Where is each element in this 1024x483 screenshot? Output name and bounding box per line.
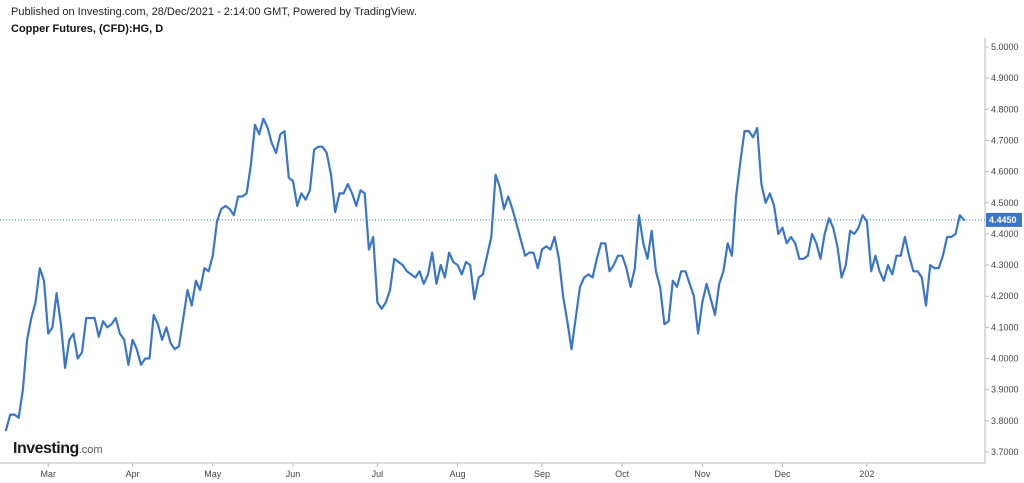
y-tick-label: 5.0000	[991, 42, 1019, 52]
x-tick-label: Sep	[534, 469, 550, 479]
investing-logo: Investing.com	[13, 440, 103, 458]
y-tick-label: 4.8000	[991, 104, 1019, 114]
y-tick-label: 4.6000	[991, 167, 1019, 177]
x-tick-label: Oct	[615, 469, 630, 479]
y-tick-label: 4.4000	[991, 229, 1019, 239]
x-tick-label: 202	[859, 469, 874, 479]
x-tick-label: Apr	[126, 469, 140, 479]
x-tick-label: Nov	[694, 469, 711, 479]
last-price-label-bg	[986, 212, 1022, 227]
y-tick-label: 4.7000	[991, 135, 1019, 145]
y-tick-label: 4.2000	[991, 291, 1019, 301]
logo-suffix: .com	[78, 444, 103, 456]
y-tick-label: 4.0000	[991, 354, 1019, 364]
x-tick-label: Jul	[372, 469, 384, 479]
x-tick-label: Aug	[450, 469, 466, 479]
y-tick-label: 3.8000	[991, 416, 1019, 426]
x-tick-label: May	[204, 469, 222, 479]
logo-text: Investing	[13, 440, 79, 457]
x-tick-label: Jun	[286, 469, 301, 479]
last-price-label: 4.4450	[989, 215, 1017, 225]
y-tick-label: 4.1000	[991, 322, 1019, 332]
x-tick-label: Dec	[775, 469, 792, 479]
y-tick-label: 4.5000	[991, 198, 1019, 208]
publisher-caption: Published on Investing.com, 28/Dec/2021 …	[11, 6, 417, 18]
y-tick-label: 3.9000	[991, 385, 1019, 395]
y-tick-label: 4.3000	[991, 260, 1019, 270]
y-tick-label: 3.7000	[991, 447, 1019, 457]
price-series-line	[4, 117, 966, 432]
x-tick-label: Mar	[40, 469, 56, 479]
instrument-title: Copper Futures, (CFD):HG, D	[11, 23, 164, 35]
y-tick-label: 4.9000	[991, 73, 1019, 83]
